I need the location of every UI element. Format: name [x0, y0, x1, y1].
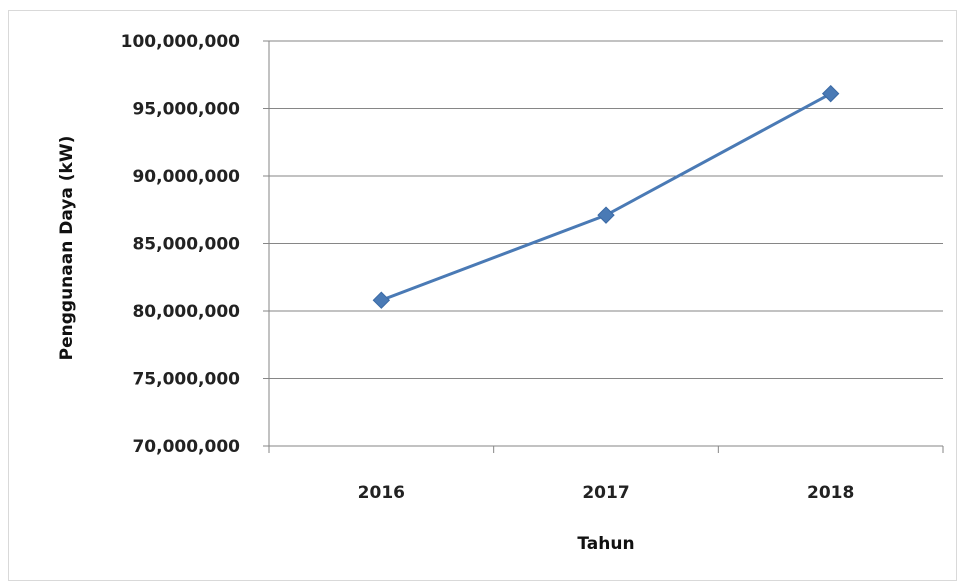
data-point-marker — [597, 206, 615, 224]
x-tick-label: 2018 — [807, 483, 854, 503]
x-tick-label: 2017 — [582, 483, 629, 503]
series-group — [372, 84, 840, 309]
y-tick-label: 80,000,000 — [132, 302, 240, 322]
y-tick-label: 75,000,000 — [132, 370, 240, 390]
x-tick-labels: 2016 2017 2018 — [358, 483, 855, 503]
y-tick-labels: 100,000,000 95,000,000 90,000,000 85,000,00… — [121, 32, 241, 457]
x-axis-title: Tahun — [577, 534, 634, 554]
y-tick-label: 100,000,000 — [121, 32, 241, 52]
y-tick-label: 70,000,000 — [132, 437, 240, 457]
y-tick-label: 90,000,000 — [132, 167, 240, 187]
x-tick-label: 2016 — [358, 483, 405, 503]
data-point-marker — [821, 84, 840, 103]
y-axis-title: Penggunaan Daya (kW) — [57, 136, 77, 361]
axes — [268, 41, 943, 447]
y-tick-label: 85,000,000 — [132, 235, 240, 255]
y-tick-label: 95,000,000 — [132, 100, 240, 120]
chart-frame — [8, 10, 957, 581]
data-point-marker — [372, 291, 391, 309]
series-line — [380, 92, 832, 302]
gridlines — [263, 40, 944, 453]
